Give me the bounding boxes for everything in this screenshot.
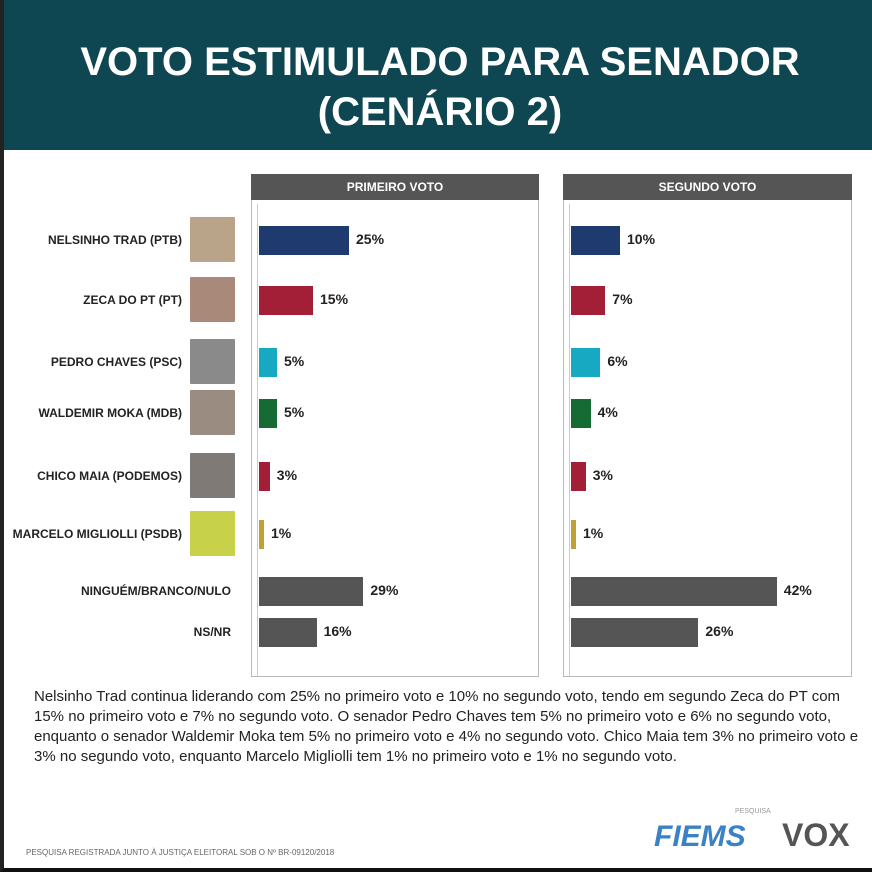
category-label: WALDEMIR MOKA (MDB) xyxy=(38,406,182,420)
data-label: 5% xyxy=(284,404,305,420)
header: VOTO ESTIMULADO PARA SENADOR (CENÁRIO 2) xyxy=(4,0,872,150)
data-label: 16% xyxy=(323,623,352,639)
data-label: 15% xyxy=(320,291,349,307)
bar xyxy=(259,399,277,428)
bar xyxy=(571,462,586,491)
bar xyxy=(259,286,313,315)
data-label: 3% xyxy=(592,467,613,483)
title-line2: (CENÁRIO 2) xyxy=(317,90,563,134)
candidate-photo xyxy=(190,339,235,384)
data-label: 1% xyxy=(271,525,292,541)
category-label: NS/NR xyxy=(193,625,231,639)
category-label: PEDRO CHAVES (PSC) xyxy=(50,355,182,369)
bar xyxy=(571,226,620,255)
pesquisa-label: PESQUISA xyxy=(735,808,771,815)
data-label: 1% xyxy=(583,525,604,541)
data-label: 26% xyxy=(705,623,734,639)
title-line1: VOTO ESTIMULADO PARA SENADOR xyxy=(80,40,800,84)
panel-title: SEGUNDO VOTO xyxy=(563,174,852,200)
bar xyxy=(259,618,317,647)
category-label: CHICO MAIA (PODEMOS) xyxy=(37,469,182,483)
data-label: 7% xyxy=(612,291,633,307)
data-label: 3% xyxy=(276,467,298,483)
description-text: Nelsinho Trad continua liderando com 25%… xyxy=(34,688,859,765)
data-label: 4% xyxy=(597,404,618,420)
bar xyxy=(571,348,601,377)
bar xyxy=(571,577,777,606)
bar xyxy=(259,462,270,491)
panel-segundo-voto: SEGUNDO VOTO 10% 7% 6% 4% 3% 1% 42% 26% xyxy=(563,174,852,677)
footer-registration: PESQUISA REGISTRADA JUNTO À JUSTIÇA ELEI… xyxy=(26,848,335,857)
bar xyxy=(259,226,349,255)
bar xyxy=(259,348,277,377)
data-label: 29% xyxy=(370,582,399,598)
bar xyxy=(571,286,606,315)
axis-line xyxy=(257,204,258,676)
bar xyxy=(259,577,364,606)
bar xyxy=(571,399,591,428)
panel-primeiro-voto: PRIMEIRO VOTO 25% 15% 5% 5% 3% 1% 29% 16% xyxy=(251,174,539,677)
bar xyxy=(571,618,699,647)
category-label: NELSINHO TRAD (PTB) xyxy=(48,233,182,247)
vox-logo: VOX xyxy=(782,817,850,853)
fiems-logo: FIEMS xyxy=(654,820,746,853)
candidate-photo xyxy=(190,277,235,322)
axis-line xyxy=(569,204,570,676)
data-label: 25% xyxy=(356,231,385,247)
candidate-photo xyxy=(190,511,235,556)
data-label: 10% xyxy=(627,231,656,247)
data-label: 5% xyxy=(284,353,305,369)
bar xyxy=(571,520,576,549)
candidate-photo xyxy=(190,390,235,435)
category-label: ZECA DO PT (PT) xyxy=(83,293,182,307)
bar xyxy=(259,520,264,549)
category-label: NINGUÉM/BRANCO/NULO xyxy=(81,584,231,598)
data-label: 42% xyxy=(783,582,812,598)
candidate-photo xyxy=(190,453,235,498)
category-label: MARCELO MIGLIOLLI (PSDB) xyxy=(12,527,182,541)
data-label: 6% xyxy=(607,353,628,369)
panel-title: PRIMEIRO VOTO xyxy=(251,174,539,200)
candidate-photo xyxy=(190,217,235,262)
